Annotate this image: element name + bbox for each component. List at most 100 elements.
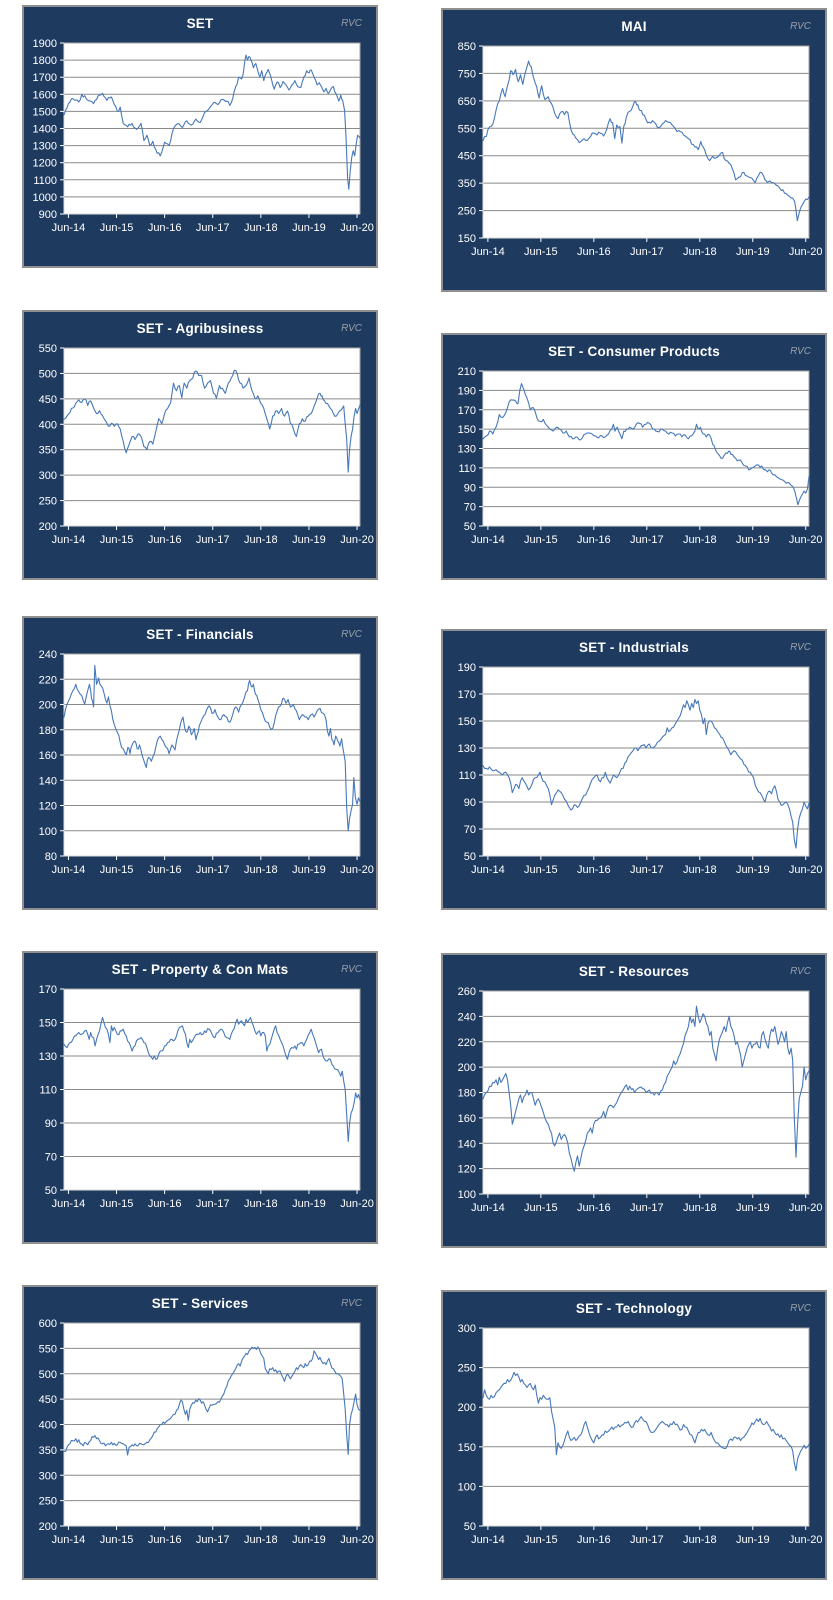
chart-panel: SET - Technology RVC 300 250 200 150 100 50 Ju…: [441, 1290, 827, 1580]
x-axis-label: Jun-14: [52, 1534, 86, 1546]
series-line: [63, 1346, 361, 1456]
series-line: [63, 54, 361, 190]
y-axis-label: 70: [45, 1152, 57, 1164]
y-axis-label: 1400: [33, 124, 57, 136]
x-axis-label: Jun-20: [789, 534, 823, 546]
y-axis-label: 1800: [33, 55, 57, 67]
y-axis-label: 220: [39, 674, 57, 686]
x-axis-label: Jun-16: [148, 1198, 182, 1210]
y-axis-label: 350: [458, 178, 476, 190]
chart-panel: SET - Property & Con Mats RVC 170 150 130 1…: [22, 951, 378, 1244]
x-axis-label: Jun-20: [340, 222, 374, 234]
y-axis-label: 260: [458, 986, 476, 998]
x-axis-label: Jun-15: [100, 1198, 134, 1210]
y-axis-label: 90: [45, 1118, 57, 1130]
x-axis-label: Jun-16: [577, 1202, 611, 1214]
x-axis-label: Jun-16: [148, 222, 182, 234]
y-axis-label: 160: [458, 1113, 476, 1125]
y-axis-label: 600: [39, 1318, 57, 1330]
y-axis-label: 750: [458, 68, 476, 80]
y-axis-label: 1100: [33, 175, 57, 187]
x-axis-label: Jun-17: [630, 1534, 664, 1546]
plot-area: [482, 666, 810, 857]
x-axis-label: Jun-15: [100, 1534, 134, 1546]
y-axis-label: 170: [39, 984, 57, 996]
y-axis-label: 220: [458, 1037, 476, 1049]
y-axis-label: 1600: [33, 89, 57, 101]
x-axis-label: Jun-14: [471, 246, 505, 258]
y-axis-label: 100: [458, 1189, 476, 1201]
y-axis-label: 550: [39, 343, 57, 355]
y-axis-label: 150: [458, 716, 476, 728]
x-axis-label: Jun-16: [577, 246, 611, 258]
y-axis-label: 180: [458, 1088, 476, 1100]
y-axis-label: 200: [39, 700, 57, 712]
x-axis-label: Jun-20: [789, 864, 823, 876]
y-axis-label: 450: [39, 1394, 57, 1406]
chart-panel: SET - Agribusiness RVC 550 500 450 400 350 30…: [22, 310, 378, 580]
x-axis-label: Jun-14: [471, 864, 505, 876]
y-axis-label: 450: [458, 151, 476, 163]
chart-panel: SET RVC 1900 1800 1700 1600 1500 1400 1300 1200…: [22, 5, 378, 268]
y-axis-label: 90: [464, 482, 476, 494]
x-axis-label: Jun-14: [52, 222, 86, 234]
y-axis-label: 300: [39, 1470, 57, 1482]
x-axis-label: Jun-20: [340, 1198, 374, 1210]
y-axis-label: 70: [464, 502, 476, 514]
y-axis-label: 140: [39, 775, 57, 787]
y-axis-label: 400: [39, 1420, 57, 1432]
x-axis-label: Jun-16: [577, 534, 611, 546]
x-axis-label: Jun-17: [196, 1198, 230, 1210]
x-axis-label: Jun-19: [736, 864, 770, 876]
y-axis-label: 80: [45, 851, 57, 863]
x-axis-label: Jun-18: [244, 534, 278, 546]
y-axis-label: 200: [39, 521, 57, 533]
y-axis-label: 150: [458, 233, 476, 245]
x-axis-label: Jun-19: [736, 534, 770, 546]
y-axis-label: 550: [458, 123, 476, 135]
y-axis-label: 200: [458, 1062, 476, 1074]
y-axis-label: 150: [458, 424, 476, 436]
y-axis-label: 500: [39, 1369, 57, 1381]
x-axis-label: Jun-14: [52, 1198, 86, 1210]
series-line: [482, 698, 810, 849]
x-axis-label: Jun-17: [630, 534, 664, 546]
y-axis-label: 350: [39, 1445, 57, 1457]
plot-area: [63, 347, 361, 527]
y-axis-label: 130: [458, 743, 476, 755]
y-axis-label: 110: [39, 1085, 57, 1097]
y-axis-label: 250: [39, 1496, 57, 1508]
y-axis-label: 190: [458, 385, 476, 397]
y-axis-label: 240: [39, 649, 57, 661]
y-axis-label: 70: [464, 824, 476, 836]
x-axis-label: Jun-18: [683, 1534, 717, 1546]
y-axis-label: 160: [39, 750, 57, 762]
x-axis-label: Jun-15: [100, 222, 134, 234]
y-axis-label: 650: [458, 96, 476, 108]
x-axis-label: Jun-15: [524, 1534, 558, 1546]
y-axis-label: 1300: [33, 141, 57, 153]
x-axis-label: Jun-14: [471, 1534, 505, 1546]
y-axis-label: 1500: [33, 106, 57, 118]
series-line: [63, 369, 361, 473]
x-axis-label: Jun-14: [52, 864, 86, 876]
x-axis-label: Jun-16: [148, 1534, 182, 1546]
x-axis-label: Jun-15: [100, 864, 134, 876]
x-axis-label: Jun-19: [292, 534, 326, 546]
series-line: [482, 383, 810, 506]
y-axis-label: 500: [39, 368, 57, 380]
y-axis-label: 1900: [33, 38, 57, 50]
y-axis-label: 90: [464, 797, 476, 809]
y-axis-label: 150: [39, 1018, 57, 1030]
series-line: [482, 1005, 810, 1172]
y-axis-label: 450: [39, 394, 57, 406]
x-axis-label: Jun-18: [683, 534, 717, 546]
x-axis-label: Jun-17: [630, 246, 664, 258]
x-axis-label: Jun-19: [736, 246, 770, 258]
y-axis-label: 350: [39, 445, 57, 457]
series-line: [482, 1371, 810, 1472]
y-axis-label: 400: [39, 419, 57, 431]
x-axis-label: Jun-19: [292, 1198, 326, 1210]
